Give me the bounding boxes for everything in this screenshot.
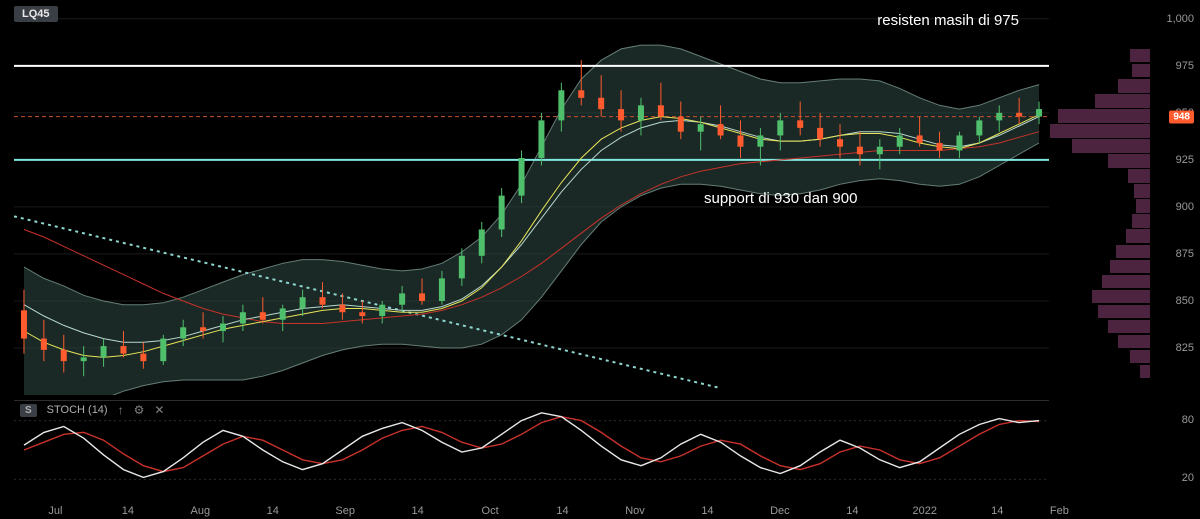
x-tick: Jul [48, 505, 62, 517]
y-tick: 875 [1176, 248, 1194, 260]
y-tick: 925 [1176, 154, 1194, 166]
price-y-axis: 8258508759009259509751,000 [1150, 0, 1200, 395]
chart-root: resisten masih di 975 support di 930 dan… [0, 0, 1200, 519]
x-tick: 14 [701, 505, 713, 517]
resistance-annotation: resisten masih di 975 [877, 12, 1019, 29]
volume-profile [1050, 0, 1150, 395]
x-tick: Aug [191, 505, 211, 517]
x-tick: Oct [482, 505, 499, 517]
gear-icon[interactable]: ⚙ [134, 403, 145, 417]
x-tick: 2022 [913, 505, 937, 517]
x-tick: 14 [991, 505, 1003, 517]
stoch-y-axis: 2080 [1150, 400, 1200, 498]
x-tick: Nov [625, 505, 645, 517]
stoch-y-tick: 20 [1182, 472, 1194, 484]
stoch-chart-svg [14, 401, 1049, 499]
last-price-badge: 948 [1169, 110, 1194, 123]
price-pane[interactable]: resisten masih di 975 support di 930 dan… [14, 0, 1049, 395]
ticker-badge[interactable]: LQ45 [14, 6, 58, 22]
x-tick: 14 [556, 505, 568, 517]
arrow-up-icon[interactable]: ↑ [118, 403, 124, 417]
y-tick: 850 [1176, 295, 1194, 307]
stoch-pane[interactable]: S STOCH (14) ↑ ⚙ ✕ [14, 400, 1049, 499]
y-tick: 975 [1176, 60, 1194, 72]
stoch-tag: S [20, 404, 37, 417]
x-tick: Sep [335, 505, 355, 517]
stoch-header: S STOCH (14) ↑ ⚙ ✕ [20, 403, 164, 417]
stoch-label: STOCH (14) [47, 404, 108, 416]
stoch-y-tick: 80 [1182, 414, 1194, 426]
x-tick: Feb [1050, 505, 1069, 517]
x-tick: 14 [267, 505, 279, 517]
close-icon[interactable]: ✕ [154, 403, 164, 417]
y-tick: 825 [1176, 342, 1194, 354]
x-tick: 14 [846, 505, 858, 517]
price-chart-svg [14, 0, 1049, 395]
x-tick: 14 [412, 505, 424, 517]
x-tick: 14 [122, 505, 134, 517]
support-annotation: support di 930 dan 900 [704, 190, 857, 207]
x-tick: Dec [770, 505, 790, 517]
y-tick: 1,000 [1166, 13, 1194, 25]
time-x-axis: Jul14Aug14Sep14Oct14Nov14Dec14202214Feb [14, 499, 1049, 519]
y-tick: 900 [1176, 201, 1194, 213]
